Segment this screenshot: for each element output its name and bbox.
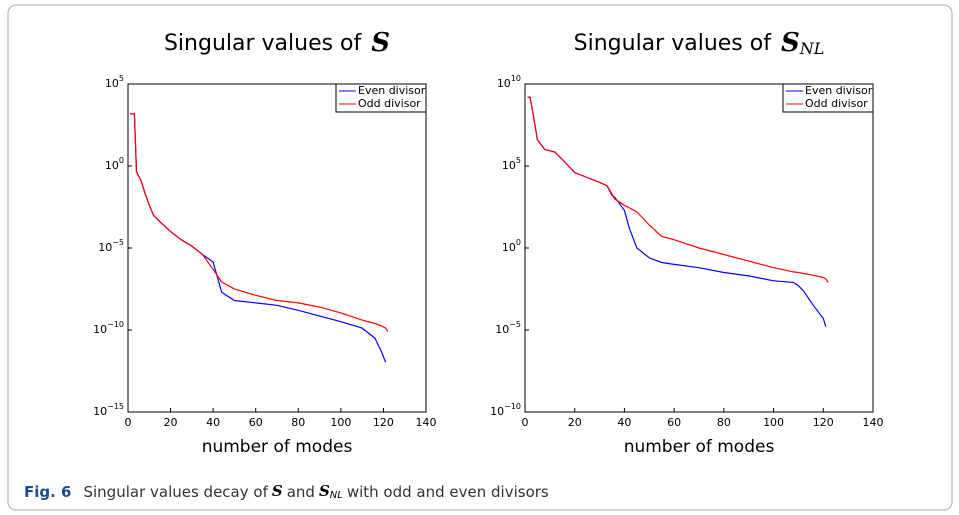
y-tick-label: 10−10 bbox=[490, 402, 521, 419]
y-tick-label: 105 bbox=[502, 156, 521, 173]
x-tick-label: 40 bbox=[617, 416, 631, 429]
tick-base: 10 bbox=[105, 77, 119, 90]
tick-base: 10 bbox=[93, 323, 107, 336]
chart-title: Singular values of S bbox=[164, 28, 390, 58]
y-tick-label: 10−10 bbox=[93, 320, 124, 337]
tick-exp: −10 bbox=[107, 320, 124, 329]
legend-label: Odd divisor bbox=[805, 97, 868, 110]
tick-base: 10 bbox=[495, 323, 509, 336]
x-tick-label: 20 bbox=[568, 416, 582, 429]
title-math: S bbox=[781, 28, 800, 58]
y-tick-label: 1010 bbox=[497, 74, 521, 91]
tick-base: 10 bbox=[98, 241, 112, 254]
y-tick-label: 105 bbox=[105, 74, 124, 91]
chart-title: Singular values of SNL bbox=[574, 28, 825, 58]
x-axis-label: number of modes bbox=[202, 437, 353, 457]
tick-base: 10 bbox=[502, 159, 516, 172]
tick-base: 10 bbox=[490, 405, 504, 418]
x-tick-label: 100 bbox=[330, 416, 351, 429]
x-tick-label: 120 bbox=[373, 416, 394, 429]
x-axis-label: number of modes bbox=[624, 437, 775, 457]
tick-exp: −10 bbox=[504, 402, 521, 411]
x-tick-label: 60 bbox=[249, 416, 263, 429]
legend-label: Odd divisor bbox=[358, 97, 421, 110]
y-tick-label: 10−15 bbox=[93, 402, 124, 419]
tick-exp: 10 bbox=[511, 74, 521, 83]
legend-label: Even divisor bbox=[358, 84, 426, 97]
title-math: S bbox=[371, 28, 390, 58]
tick-base: 10 bbox=[105, 159, 119, 172]
legend-box bbox=[782, 83, 874, 113]
y-tick-label: 10−5 bbox=[495, 320, 521, 337]
x-tick-label: 120 bbox=[813, 416, 834, 429]
title-text: Singular values of bbox=[574, 31, 773, 56]
tick-base: 10 bbox=[497, 77, 511, 90]
series-line bbox=[527, 96, 829, 283]
x-tick-label: 140 bbox=[416, 416, 437, 429]
legend-box bbox=[335, 83, 427, 113]
x-tick-label: 100 bbox=[763, 416, 784, 429]
tick-exp: 0 bbox=[119, 156, 124, 165]
y-tick-label: 100 bbox=[502, 238, 521, 255]
x-tick-label: 0 bbox=[522, 416, 529, 429]
series-line bbox=[130, 113, 389, 332]
y-tick-label: 100 bbox=[105, 156, 124, 173]
x-tick-label: 140 bbox=[863, 416, 884, 429]
tick-exp: −5 bbox=[112, 238, 124, 247]
tick-exp: 5 bbox=[119, 74, 124, 83]
tick-exp: 5 bbox=[516, 156, 521, 165]
tick-base: 10 bbox=[93, 405, 107, 418]
x-tick-label: 40 bbox=[206, 416, 220, 429]
y-tick-label: 10−5 bbox=[98, 238, 124, 255]
x-tick-label: 80 bbox=[717, 416, 731, 429]
tick-exp: −15 bbox=[107, 402, 124, 411]
x-tick-label: 20 bbox=[164, 416, 178, 429]
tick-exp: −5 bbox=[509, 320, 521, 329]
tick-exp: 0 bbox=[516, 238, 521, 247]
title-text: Singular values of bbox=[164, 31, 363, 56]
x-tick-label: 0 bbox=[125, 416, 132, 429]
plot-area bbox=[127, 83, 427, 413]
title-math-sub: NL bbox=[799, 39, 825, 58]
tick-base: 10 bbox=[502, 241, 516, 254]
legend-label: Even divisor bbox=[805, 84, 873, 97]
frame bbox=[7, 4, 953, 511]
x-tick-label: 60 bbox=[667, 416, 681, 429]
x-tick-label: 80 bbox=[291, 416, 305, 429]
